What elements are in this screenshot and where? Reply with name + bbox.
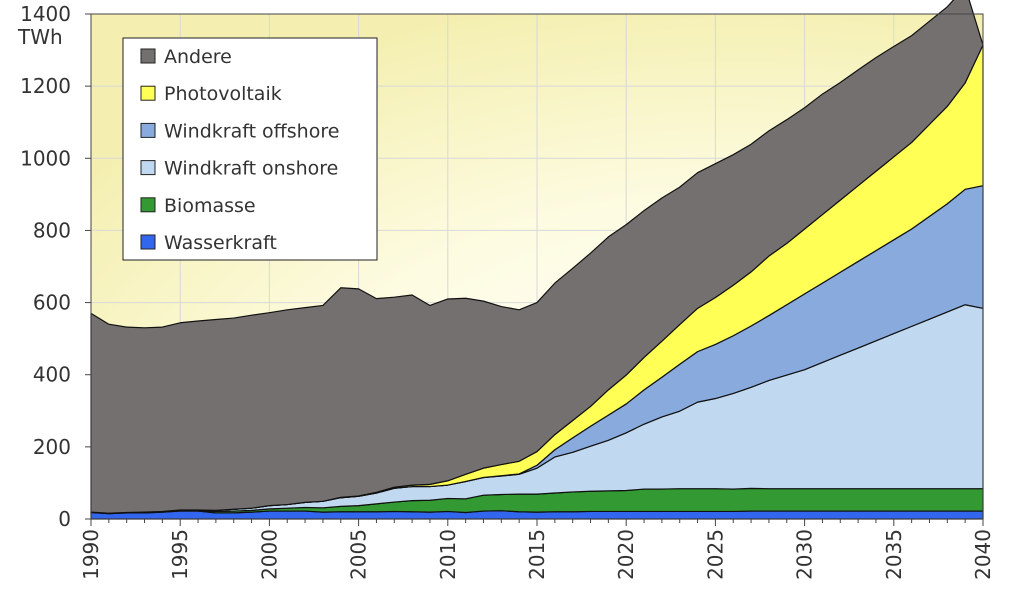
legend-swatch (140, 197, 156, 213)
x-tick-label: 2005 (347, 529, 371, 580)
x-tick-label: 2000 (257, 529, 281, 580)
x-tick-label: 2025 (703, 529, 727, 580)
y-tick-label: 400 (33, 363, 71, 387)
area-series (90, 0, 984, 520)
x-tick-label: 2030 (793, 529, 817, 580)
x-tick-label: 2020 (614, 529, 638, 580)
x-tick-label: 1990 (79, 529, 103, 580)
y-tick-label: 0 (58, 507, 71, 531)
legend-swatch (140, 48, 156, 64)
y-tick-label: 1000 (20, 146, 71, 170)
legend-label: Biomasse (164, 195, 256, 217)
x-tick-label: 2015 (525, 529, 549, 580)
y-tick-label: 1400 (20, 2, 71, 26)
legend-swatch (140, 234, 156, 250)
legend-label: Wasserkraft (164, 232, 277, 254)
y-tick-label: 200 (33, 435, 71, 459)
legend-label: Andere (164, 46, 232, 68)
legend-label: Windkraft offshore (164, 120, 339, 142)
legend-box (122, 37, 378, 261)
y-tick-label: 1200 (20, 74, 71, 98)
legend: Andere Photovoltaik Windkraft offshore Wind… (122, 37, 378, 261)
x-tick-label: 2010 (436, 529, 460, 580)
x-tick-label: 1995 (168, 529, 192, 580)
x-axis: 1990 1995 2000 2005 2010 2015 2020 2025 2030 2035… (79, 519, 995, 580)
legend-label: Windkraft onshore (164, 158, 338, 180)
x-tick-label: 2035 (882, 529, 906, 580)
y-axis: 0 200 400 600 800 1000 1200 1400 (20, 2, 91, 531)
y-tick-label: 600 (33, 291, 71, 315)
legend-swatch (140, 122, 156, 138)
area-andere (90, 0, 984, 514)
legend-swatch (140, 85, 156, 101)
y-tick-label: 800 (33, 218, 71, 242)
x-tick-label: 2040 (971, 529, 995, 580)
y-axis-unit: TWh (17, 25, 63, 49)
legend-swatch (140, 160, 156, 176)
legend-label: Photovoltaik (164, 83, 282, 105)
